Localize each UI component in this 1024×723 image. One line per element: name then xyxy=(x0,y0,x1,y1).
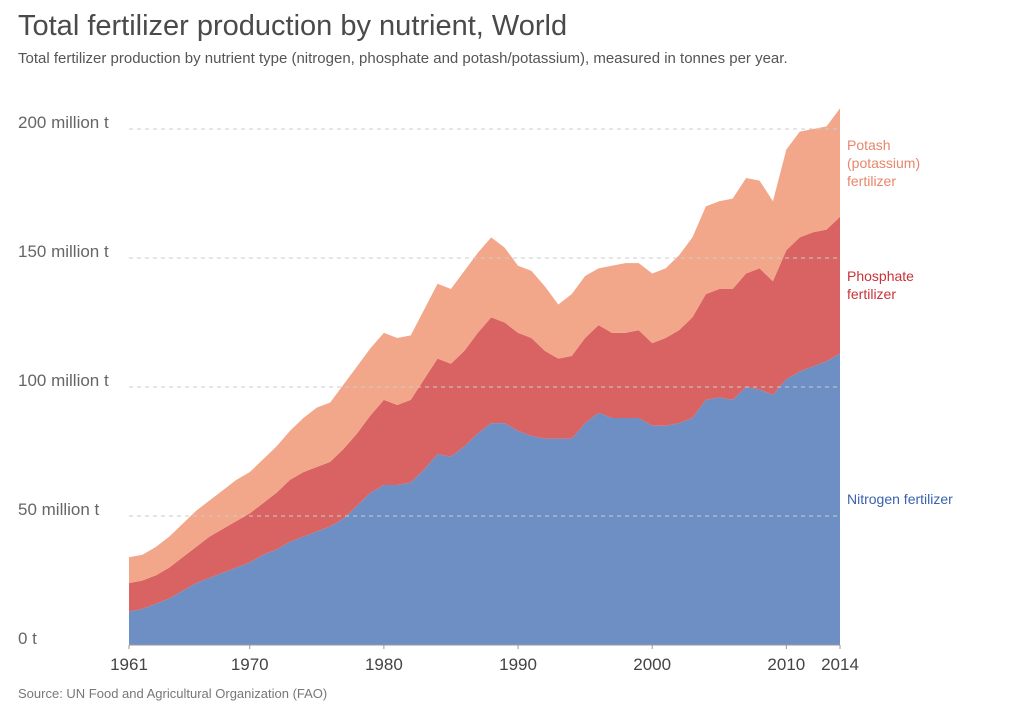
x-tick-label: 2000 xyxy=(633,655,671,674)
series-label-box: Nitrogen fertilizer xyxy=(847,459,1017,539)
x-tick-label: 1970 xyxy=(231,655,269,674)
y-tick-label: 200 million t xyxy=(18,113,109,132)
series-label-wrap: Nitrogen fertilizer xyxy=(847,459,1017,539)
x-tick-label: 2010 xyxy=(767,655,805,674)
area xyxy=(129,108,840,584)
series-label-wrap: Potash (potassium) fertilizer xyxy=(847,123,942,203)
series-label: Phosphate fertilizer xyxy=(847,268,914,303)
y-tick-label: 100 million t xyxy=(18,371,109,390)
series-label: Nitrogen fertilizer xyxy=(847,491,953,508)
area xyxy=(129,353,840,645)
series-label-box: Phosphate fertilizer xyxy=(847,245,957,325)
y-tick-label: 0 t xyxy=(18,629,37,648)
source-note: Source: UN Food and Agricultural Organiz… xyxy=(18,686,328,701)
series-label: Potash (potassium) fertilizer xyxy=(847,136,921,189)
x-tick-label: 1990 xyxy=(499,655,537,674)
chart-title: Total fertilizer production by nutrient,… xyxy=(18,10,568,42)
chart-subtitle: Total fertilizer production by nutrient … xyxy=(18,50,788,67)
area xyxy=(129,216,840,612)
y-tick-label: 50 million t xyxy=(18,500,100,519)
y-tick-label: 150 million t xyxy=(18,242,109,261)
series-label-box: Potash (potassium) fertilizer xyxy=(847,123,942,203)
x-tick-label: 1980 xyxy=(365,655,403,674)
series-label-wrap: Phosphate fertilizer xyxy=(847,245,957,325)
x-tick-label: 1961 xyxy=(110,655,148,674)
x-tick-label: 2014 xyxy=(821,655,859,674)
